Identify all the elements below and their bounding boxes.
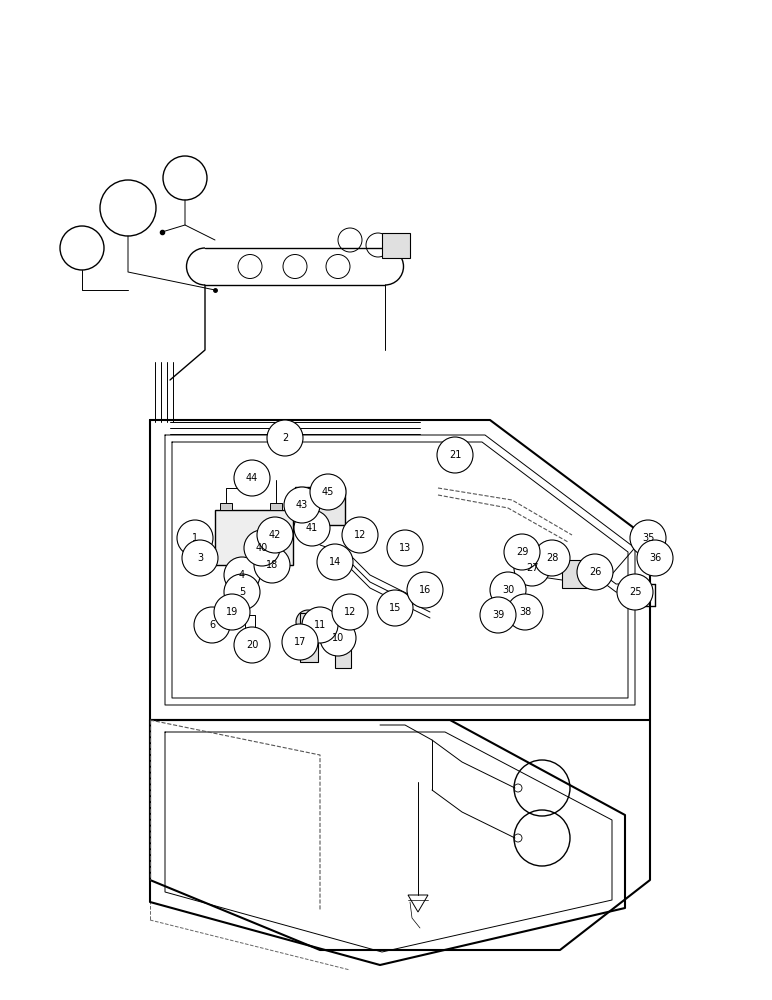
Circle shape bbox=[302, 607, 338, 643]
Circle shape bbox=[407, 572, 443, 608]
Circle shape bbox=[518, 606, 526, 614]
Circle shape bbox=[437, 437, 473, 473]
Bar bbox=[335, 636, 351, 668]
Bar bbox=[382, 233, 410, 258]
Circle shape bbox=[317, 544, 353, 580]
Circle shape bbox=[490, 572, 526, 608]
Text: 29: 29 bbox=[516, 547, 528, 557]
Circle shape bbox=[342, 517, 378, 553]
Text: 4: 4 bbox=[239, 570, 245, 580]
Text: 38: 38 bbox=[519, 607, 531, 617]
Circle shape bbox=[646, 522, 658, 534]
Text: 21: 21 bbox=[449, 450, 461, 460]
Text: 20: 20 bbox=[245, 640, 258, 650]
Bar bbox=[270, 503, 282, 510]
Text: 16: 16 bbox=[419, 585, 431, 595]
Text: 6: 6 bbox=[209, 620, 215, 630]
Circle shape bbox=[504, 534, 540, 570]
Circle shape bbox=[310, 474, 346, 510]
Text: 3: 3 bbox=[197, 553, 203, 563]
Circle shape bbox=[630, 520, 666, 556]
Text: 41: 41 bbox=[306, 523, 318, 533]
Circle shape bbox=[177, 520, 213, 556]
Circle shape bbox=[267, 420, 303, 456]
Circle shape bbox=[377, 590, 413, 626]
Bar bbox=[300, 637, 318, 662]
Bar bbox=[562, 560, 600, 588]
Circle shape bbox=[332, 594, 368, 630]
Text: 28: 28 bbox=[546, 553, 558, 563]
Text: 18: 18 bbox=[266, 560, 278, 570]
Text: 42: 42 bbox=[269, 530, 281, 540]
Bar bbox=[215, 510, 293, 565]
Text: 13: 13 bbox=[399, 543, 411, 553]
Circle shape bbox=[234, 460, 270, 496]
Circle shape bbox=[244, 530, 280, 566]
Circle shape bbox=[507, 594, 543, 630]
Circle shape bbox=[320, 620, 356, 656]
Circle shape bbox=[387, 530, 423, 566]
Text: 1: 1 bbox=[192, 533, 198, 543]
Circle shape bbox=[182, 540, 218, 576]
Circle shape bbox=[332, 622, 352, 642]
Text: 12: 12 bbox=[344, 607, 356, 617]
Circle shape bbox=[224, 574, 260, 610]
Text: 5: 5 bbox=[239, 587, 245, 597]
Text: 40: 40 bbox=[256, 543, 268, 553]
Text: 11: 11 bbox=[314, 620, 326, 630]
Bar bbox=[220, 503, 232, 510]
Bar bbox=[295, 487, 345, 525]
Text: 25: 25 bbox=[628, 587, 642, 597]
Text: 30: 30 bbox=[502, 585, 514, 595]
Circle shape bbox=[480, 597, 516, 633]
Circle shape bbox=[234, 627, 270, 663]
Text: 10: 10 bbox=[332, 633, 344, 643]
Circle shape bbox=[296, 610, 320, 634]
Circle shape bbox=[224, 557, 260, 593]
Text: 12: 12 bbox=[354, 530, 366, 540]
Circle shape bbox=[534, 540, 570, 576]
Text: 36: 36 bbox=[649, 553, 661, 563]
Text: 43: 43 bbox=[296, 500, 308, 510]
Text: 35: 35 bbox=[642, 533, 654, 543]
Circle shape bbox=[617, 574, 653, 610]
Text: 45: 45 bbox=[322, 487, 334, 497]
Circle shape bbox=[257, 517, 293, 553]
Circle shape bbox=[514, 550, 550, 586]
Text: 19: 19 bbox=[226, 607, 238, 617]
Circle shape bbox=[194, 607, 230, 643]
Circle shape bbox=[637, 540, 673, 576]
Circle shape bbox=[282, 624, 318, 660]
Bar bbox=[300, 613, 328, 635]
Text: 44: 44 bbox=[245, 473, 258, 483]
Text: 15: 15 bbox=[389, 603, 401, 613]
Text: 14: 14 bbox=[329, 557, 341, 567]
Circle shape bbox=[577, 554, 613, 590]
Text: 39: 39 bbox=[492, 610, 504, 620]
Circle shape bbox=[214, 594, 250, 630]
Circle shape bbox=[254, 547, 290, 583]
Text: 27: 27 bbox=[526, 563, 538, 573]
Text: 2: 2 bbox=[282, 433, 288, 443]
Text: 26: 26 bbox=[589, 567, 601, 577]
Circle shape bbox=[294, 510, 330, 546]
Text: 17: 17 bbox=[294, 637, 306, 647]
Circle shape bbox=[284, 487, 320, 523]
